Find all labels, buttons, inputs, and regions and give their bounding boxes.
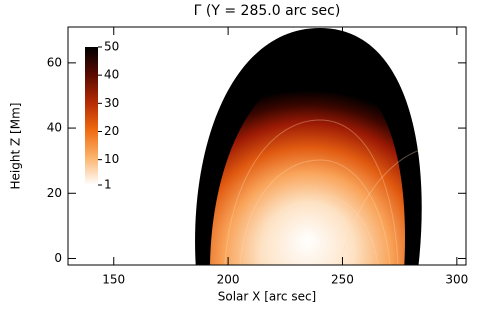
colorbar xyxy=(85,47,98,185)
chart-title: Γ (Y = 285.0 arc sec) xyxy=(194,3,341,19)
plot-frame xyxy=(67,26,467,266)
colorbar-tick-label: 1 xyxy=(104,178,112,192)
colorbar-tick-label: 40 xyxy=(104,68,119,82)
y-tick-label: 20 xyxy=(47,186,62,200)
x-tick-label: 200 xyxy=(217,273,240,287)
heatmap-image xyxy=(195,28,422,265)
y-axis-label: Height Z [Mm] xyxy=(9,103,23,190)
colorbar-tick-label: 10 xyxy=(104,152,119,166)
colorbar-tick-label: 30 xyxy=(104,96,119,110)
colorbar-tick-label: 50 xyxy=(104,40,119,54)
x-tick-label: 150 xyxy=(102,273,125,287)
colorbar-tick-label: 20 xyxy=(104,124,119,138)
y-tick-label: 60 xyxy=(47,55,62,69)
y-tick-label: 0 xyxy=(54,251,62,265)
x-axis-label: Solar X [arc sec] xyxy=(218,290,316,304)
x-tick-label: 250 xyxy=(331,273,354,287)
x-tick-label: 300 xyxy=(445,273,468,287)
y-tick-label: 40 xyxy=(47,121,62,135)
